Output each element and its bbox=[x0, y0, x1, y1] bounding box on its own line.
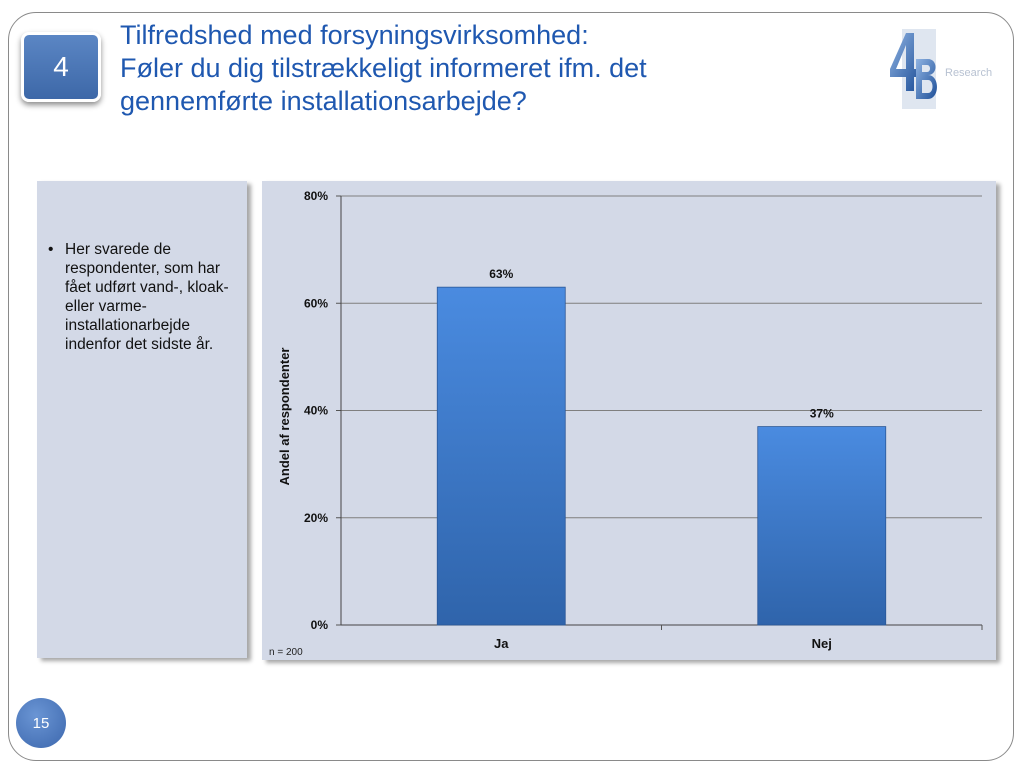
note-panel: • Her svarede de respondenter, som har f… bbox=[37, 181, 247, 658]
y-tick-label: 0% bbox=[311, 618, 329, 632]
note-bullet: • Her svarede de respondenter, som har f… bbox=[48, 240, 243, 354]
chart-panel: 0% 20% 40% 60% 80% 63% Ja 37% Nej Andel af respon… bbox=[262, 181, 996, 660]
title-line-3: gennemførte installationsarbejde? bbox=[120, 86, 527, 116]
slide-title: Tilfredshed med forsyningsvirksomhed: Fø… bbox=[120, 19, 860, 118]
y-tick-label: 40% bbox=[304, 404, 328, 418]
bullet-icon: • bbox=[48, 241, 54, 258]
note-text: Her svarede de respondenter, som har fåe… bbox=[65, 241, 229, 353]
data-label: 37% bbox=[810, 407, 834, 421]
y-axis-label: Andel af respondenter bbox=[277, 348, 292, 486]
title-line-2: Føler du dig tilstrækkeligt informeret i… bbox=[120, 53, 647, 83]
logo-text: Research bbox=[945, 67, 993, 79]
y-tick-label: 80% bbox=[304, 189, 328, 203]
y-tick-label: 60% bbox=[304, 296, 328, 310]
x-tick-label: Ja bbox=[494, 636, 509, 651]
y-tick-label: 20% bbox=[304, 511, 328, 525]
data-label: 63% bbox=[489, 267, 513, 281]
page-number: 15 bbox=[16, 698, 66, 748]
4b-logo-icon bbox=[890, 29, 937, 109]
bar-chart: 0% 20% 40% 60% 80% 63% Ja 37% Nej Andel af respon… bbox=[269, 189, 983, 658]
bar-nej bbox=[757, 426, 887, 626]
bar-ja bbox=[436, 286, 566, 626]
company-logo: Research bbox=[888, 29, 998, 111]
x-tick-label: Nej bbox=[812, 636, 832, 651]
title-line-1: Tilfredshed med forsyningsvirksomhed: bbox=[120, 20, 589, 50]
sample-size-note: n = 200 bbox=[269, 647, 303, 658]
section-badge: 4 bbox=[21, 32, 101, 102]
